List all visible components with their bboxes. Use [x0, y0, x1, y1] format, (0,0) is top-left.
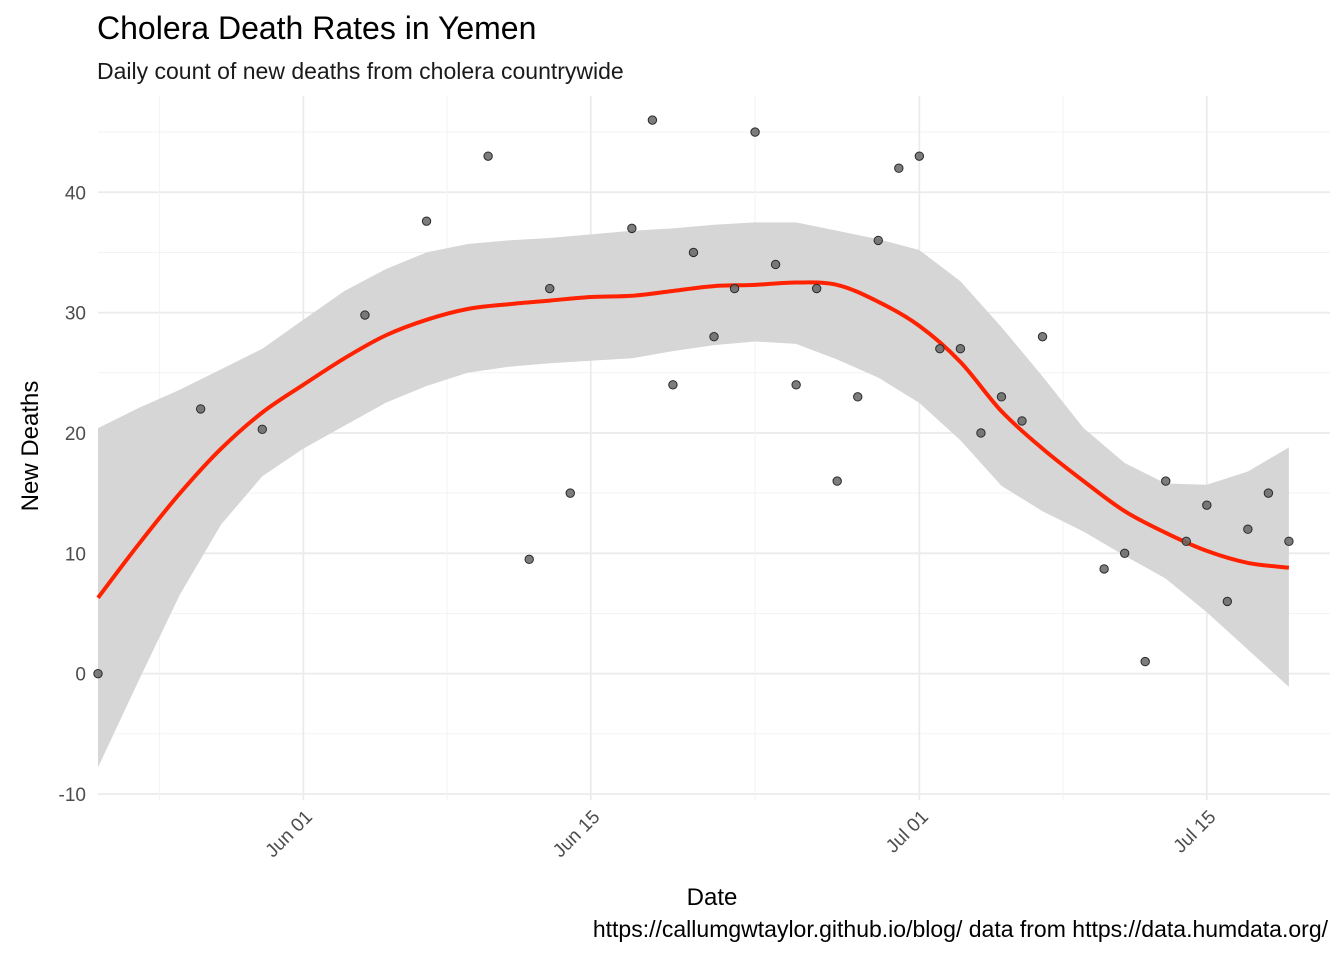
smooth-fit-line: [96, 280, 1290, 600]
confidence-ribbon: [98, 222, 1289, 768]
x-tick-label: Jul 15: [1170, 807, 1221, 858]
data-point: [688, 247, 699, 258]
data-point: [545, 283, 555, 294]
data-point: [483, 151, 493, 161]
data-point: [709, 331, 719, 342]
chart-title: Cholera Death Rates in Yemen: [97, 10, 537, 46]
data-point: [1284, 536, 1294, 546]
data-point: [1017, 416, 1027, 426]
confidence-ribbon-layer: [98, 222, 1289, 768]
data-point: [195, 404, 206, 414]
data-point: [832, 476, 842, 486]
data-point: [853, 392, 863, 402]
data-point: [421, 216, 432, 226]
data-point: [955, 344, 966, 354]
y-tick-label: 40: [65, 183, 86, 204]
data-point: [1099, 564, 1109, 574]
data-point: [1222, 596, 1233, 607]
data-point: [894, 163, 904, 173]
data-point: [935, 344, 945, 354]
y-tick-label: 30: [65, 304, 86, 325]
data-point: [729, 283, 740, 294]
data-point: [1119, 548, 1130, 558]
data-point: [1243, 524, 1253, 534]
x-tick-label: Jun 15: [549, 807, 604, 862]
data-point: [976, 428, 986, 438]
data-point: [627, 223, 637, 234]
data-point: [360, 310, 370, 320]
y-tick-label: 10: [65, 544, 86, 565]
data-point: [565, 488, 575, 498]
data-point: [791, 380, 801, 390]
y-axis-label: New Deaths: [17, 381, 44, 512]
data-point: [750, 127, 760, 137]
data-point: [524, 554, 534, 565]
x-tick-label: Jul 01: [882, 807, 933, 858]
data-point: [1140, 656, 1150, 667]
y-tick-label: 20: [65, 424, 86, 445]
data-point: [257, 424, 267, 435]
data-point: [811, 283, 822, 294]
y-tick-label: -10: [59, 785, 86, 806]
data-point: [1037, 331, 1048, 342]
data-point: [668, 380, 678, 390]
data-point: [1263, 488, 1274, 498]
data-point: [647, 115, 658, 125]
data-point: [1181, 536, 1191, 546]
data-point: [770, 259, 781, 270]
points-layer: [93, 115, 1294, 679]
data-point: [93, 668, 103, 679]
data-point: [996, 392, 1007, 402]
data-point: [1202, 500, 1212, 510]
y-tick-label: 0: [75, 665, 86, 686]
x-axis-label: Date: [687, 884, 738, 911]
data-point: [1161, 476, 1171, 486]
chart-subtitle: Daily count of new deaths from cholera c…: [97, 58, 624, 84]
smooth-line-layer: [96, 280, 1290, 600]
data-point: [914, 151, 925, 161]
x-tick-label: Jun 01: [262, 807, 317, 862]
data-point: [873, 235, 883, 246]
chart-caption: https://callumgwtaylor.github.io/blog/ d…: [592, 916, 1328, 942]
